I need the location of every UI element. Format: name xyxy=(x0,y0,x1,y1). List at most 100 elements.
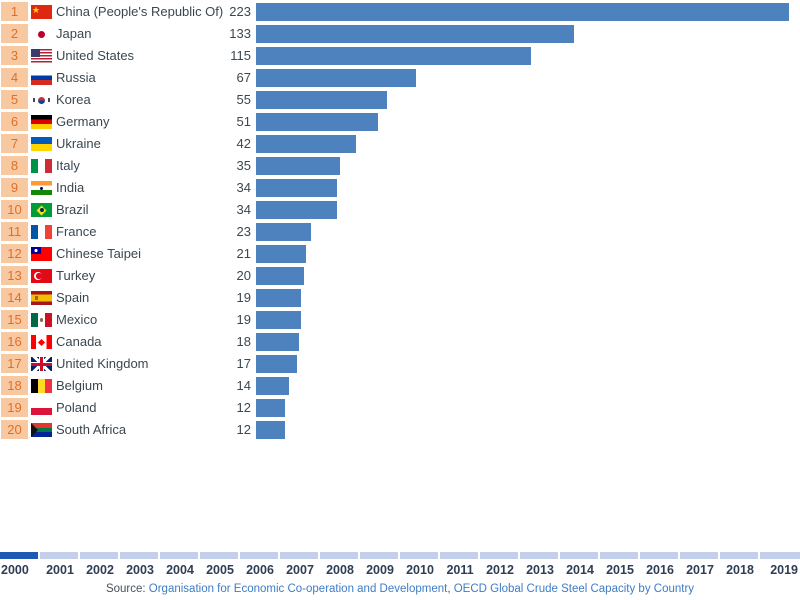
timeline-segment[interactable] xyxy=(600,552,638,559)
year-label[interactable]: 2013 xyxy=(526,563,554,577)
spain-flag-icon xyxy=(31,291,52,305)
timeline-segment[interactable] xyxy=(40,552,78,559)
year-label[interactable]: 2010 xyxy=(406,563,434,577)
timeline-year-2010[interactable]: 2010 xyxy=(400,552,440,577)
timeline-year-2017[interactable]: 2017 xyxy=(680,552,720,577)
timeline-segment[interactable] xyxy=(240,552,278,559)
timeline-segment[interactable] xyxy=(280,552,318,559)
country-label: South Africa xyxy=(56,422,127,437)
timeline-year-2004[interactable]: 2004 xyxy=(160,552,200,577)
timeline-year-2001[interactable]: 2001 xyxy=(40,552,80,577)
value-bar xyxy=(256,333,299,351)
timeline-year-2018[interactable]: 2018 xyxy=(720,552,760,577)
timeline-segment[interactable] xyxy=(0,552,38,559)
value-bar xyxy=(256,179,337,197)
timeline-segment[interactable] xyxy=(760,552,800,559)
timeline-year-2016[interactable]: 2016 xyxy=(640,552,680,577)
value-label: 21 xyxy=(236,246,251,261)
year-timeline: 2000 2001 2002 2003 2004 2005 2006 2007 2008 2009… xyxy=(0,552,800,577)
timeline-segment[interactable] xyxy=(560,552,598,559)
year-label[interactable]: 2001 xyxy=(46,563,74,577)
germany-flag-icon xyxy=(31,115,52,129)
poland-flag-icon xyxy=(31,401,52,415)
year-label[interactable]: 2012 xyxy=(486,563,514,577)
timeline-year-2005[interactable]: 2005 xyxy=(200,552,240,577)
turkey-flag-icon xyxy=(31,269,52,283)
year-label[interactable]: 2011 xyxy=(446,563,474,577)
timeline-segment[interactable] xyxy=(160,552,198,559)
timeline-year-2007[interactable]: 2007 xyxy=(280,552,320,577)
timeline-segment[interactable] xyxy=(480,552,518,559)
value-bar xyxy=(256,69,416,87)
timeline-segment[interactable] xyxy=(640,552,678,559)
timeline-year-2012[interactable]: 2012 xyxy=(480,552,520,577)
timeline-segment[interactable] xyxy=(680,552,718,559)
source-separator: , xyxy=(447,583,454,595)
year-label[interactable]: 2018 xyxy=(726,563,754,577)
year-label[interactable]: 2016 xyxy=(646,563,674,577)
brazil-flag-icon xyxy=(31,203,52,217)
rank-badge: 14 xyxy=(1,288,28,307)
year-label[interactable]: 2015 xyxy=(606,563,634,577)
timeline-segment[interactable] xyxy=(80,552,118,559)
rank-badge: 10 xyxy=(1,200,28,219)
timeline-year-2019[interactable]: 2019 xyxy=(760,552,800,577)
timeline-segment[interactable] xyxy=(320,552,358,559)
timeline-year-2014[interactable]: 2014 xyxy=(560,552,600,577)
united-states-flag-icon xyxy=(31,49,52,63)
year-label[interactable]: 2014 xyxy=(566,563,594,577)
timeline-segment[interactable] xyxy=(200,552,238,559)
country-label: Korea xyxy=(56,92,91,107)
rank-badge: 8 xyxy=(1,156,28,175)
rank-badge: 12 xyxy=(1,244,28,263)
source-link-dataset[interactable]: OECD Global Crude Steel Capacity by Coun… xyxy=(453,583,695,595)
rank-badge: 15 xyxy=(1,310,28,329)
country-label: Belgium xyxy=(56,378,103,393)
year-label[interactable]: 2006 xyxy=(246,563,274,577)
country-row: 12 Chinese Taipei 21 xyxy=(0,243,800,265)
year-label[interactable]: 2017 xyxy=(686,563,714,577)
country-row: 9 India 34 xyxy=(0,177,800,199)
italy-flag-icon xyxy=(31,159,52,173)
china-people-s-republic-of-flag-icon xyxy=(31,5,52,19)
timeline-segment[interactable] xyxy=(720,552,758,559)
country-row: 10 Brazil 34 xyxy=(0,199,800,221)
timeline-year-2000[interactable]: 2000 xyxy=(0,552,40,577)
timeline-segment[interactable] xyxy=(520,552,558,559)
country-label: China (People's Republic Of) xyxy=(56,4,224,19)
timeline-segment[interactable] xyxy=(440,552,478,559)
year-label[interactable]: 2008 xyxy=(326,563,354,577)
country-label: Germany xyxy=(56,114,110,129)
country-label: Turkey xyxy=(56,268,96,283)
value-bar xyxy=(256,25,574,43)
timeline-year-2003[interactable]: 2003 xyxy=(120,552,160,577)
country-row: 13 Turkey 20 xyxy=(0,265,800,287)
rank-badge: 6 xyxy=(1,112,28,131)
value-label: 34 xyxy=(236,202,251,217)
year-label[interactable]: 2005 xyxy=(206,563,234,577)
timeline-segment[interactable] xyxy=(360,552,398,559)
timeline-year-2002[interactable]: 2002 xyxy=(80,552,120,577)
timeline-year-2006[interactable]: 2006 xyxy=(240,552,280,577)
timeline-year-2015[interactable]: 2015 xyxy=(600,552,640,577)
timeline-year-2013[interactable]: 2013 xyxy=(520,552,560,577)
year-label[interactable]: 2009 xyxy=(366,563,394,577)
country-row: 7 Ukraine 42 xyxy=(0,133,800,155)
value-bar xyxy=(256,3,789,21)
year-label[interactable]: 2019 xyxy=(770,563,798,577)
timeline-segment[interactable] xyxy=(120,552,158,559)
country-row: 8 Italy 35 xyxy=(0,155,800,177)
year-label[interactable]: 2000 xyxy=(1,563,29,577)
timeline-year-2011[interactable]: 2011 xyxy=(440,552,480,577)
country-label: Ukraine xyxy=(56,136,101,151)
timeline-year-2009[interactable]: 2009 xyxy=(360,552,400,577)
year-label[interactable]: 2007 xyxy=(286,563,314,577)
timeline-year-2008[interactable]: 2008 xyxy=(320,552,360,577)
timeline-segment[interactable] xyxy=(400,552,438,559)
year-label[interactable]: 2002 xyxy=(86,563,114,577)
country-row: 3 United States 115 xyxy=(0,45,800,67)
year-label[interactable]: 2004 xyxy=(166,563,194,577)
year-label[interactable]: 2003 xyxy=(126,563,154,577)
source-link-oecd[interactable]: Organisation for Economic Co-operation a… xyxy=(148,583,448,595)
value-label: 223 xyxy=(229,4,251,19)
